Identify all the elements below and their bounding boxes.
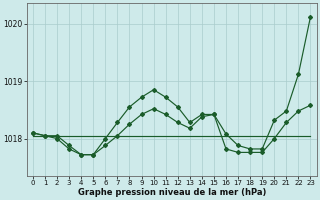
X-axis label: Graphe pression niveau de la mer (hPa): Graphe pression niveau de la mer (hPa) [77, 188, 266, 197]
